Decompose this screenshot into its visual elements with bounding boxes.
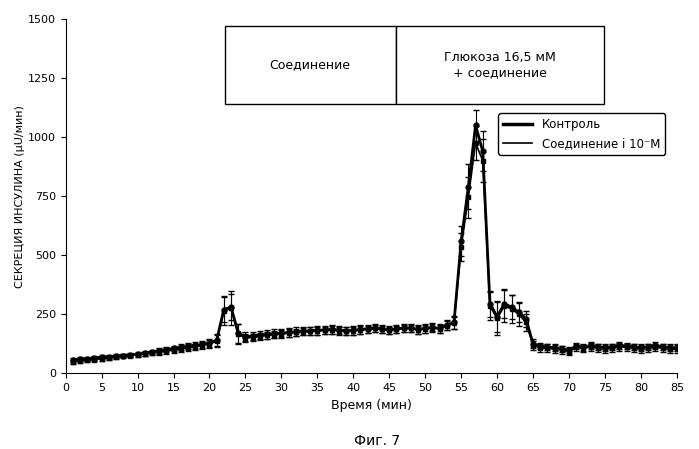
- Text: Соединение: Соединение: [270, 58, 351, 71]
- Text: Глюкоза 16,5 мМ
+ соединение: Глюкоза 16,5 мМ + соединение: [444, 51, 556, 79]
- Legend: Контроль, Соединение i 10⁻M: Контроль, Соединение i 10⁻M: [498, 114, 665, 155]
- Y-axis label: СЕКРЕЦИЯ ИНСУЛИНА (µU/мин): СЕКРЕЦИЯ ИНСУЛИНА (µU/мин): [15, 105, 25, 287]
- X-axis label: Время (мин): Время (мин): [331, 399, 412, 412]
- Text: Фиг. 7: Фиг. 7: [354, 434, 401, 448]
- FancyBboxPatch shape: [224, 26, 396, 104]
- FancyBboxPatch shape: [396, 26, 603, 104]
